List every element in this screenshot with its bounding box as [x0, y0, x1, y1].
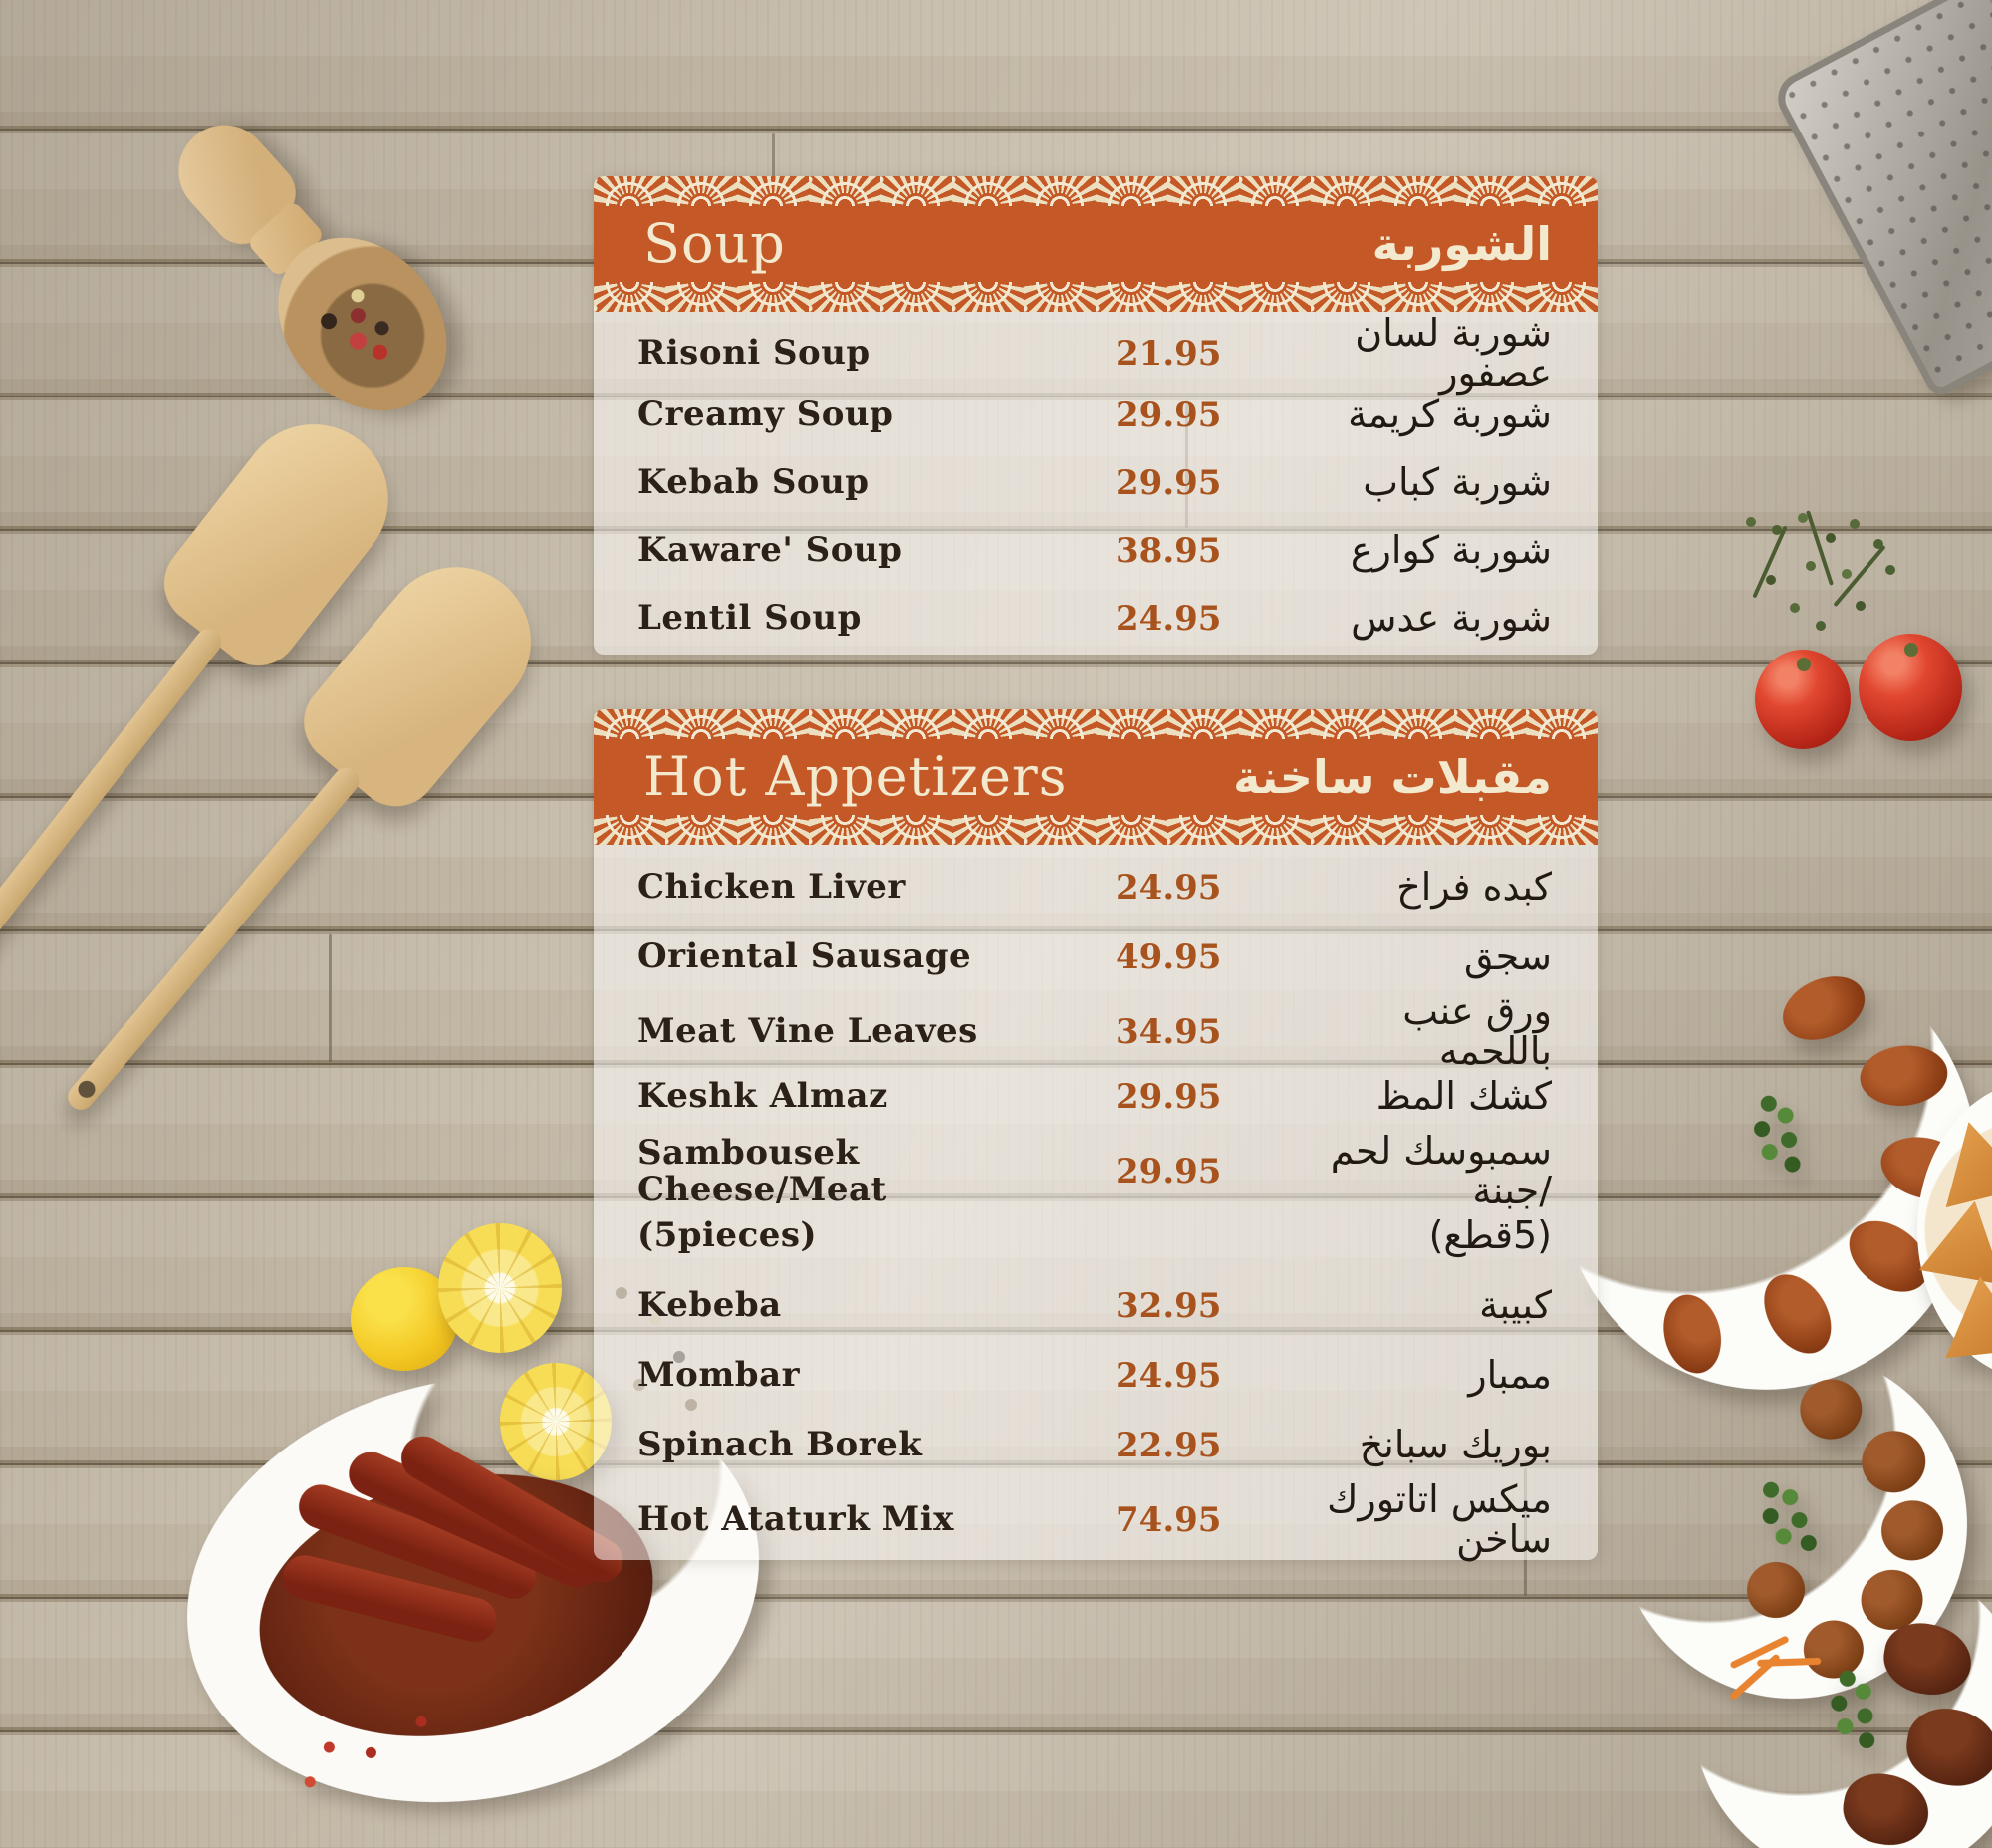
- item-name-ar: سمبوسك لحم /جبنة: [1330, 1129, 1552, 1212]
- menu-item-row: Kaware' Soup 38.95 شوربة كوارع: [594, 517, 1598, 585]
- lace-border-top: [594, 709, 1598, 739]
- hot-appetizers-section-title-en: Hot Appetizers: [643, 745, 1068, 808]
- item-name-ar: شوربة كوارع: [1350, 528, 1552, 573]
- hot-appetizers-items: Chicken Liver 24.95 كبده فراخ Oriental S…: [594, 845, 1598, 1559]
- item-name-en: Keshk Almaz: [637, 1076, 888, 1117]
- item-name-en: Chicken Liver: [637, 867, 906, 908]
- item-name-en: Mombar: [637, 1355, 801, 1396]
- lace-border-bottom: [594, 815, 1598, 845]
- kibbeh-plate-photo: [1536, 925, 1992, 1411]
- grater-icon: [1769, 0, 1992, 399]
- item-name-en: Creamy Soup: [637, 395, 894, 435]
- menu-item-row: Kebeba 32.95 كبيبة: [594, 1271, 1598, 1341]
- item-price: 29.95: [1116, 1151, 1222, 1191]
- item-name-ar: كبده فراخ: [1396, 865, 1552, 910]
- lemon-slice-icon: [438, 1223, 562, 1353]
- item-price: 34.95: [1116, 1011, 1222, 1052]
- item-name-ar: ممبار: [1468, 1353, 1552, 1398]
- item-name-en: Hot Ataturk Mix: [637, 1499, 954, 1540]
- menu-item-row: Hot Ataturk Mix 74.95 ميكس اتاتورك ساخن: [594, 1479, 1598, 1559]
- menu-item-row: Sambousek Cheese/Meat 29.95 سمبوسك لحم /…: [594, 1131, 1598, 1210]
- herb-sprig-icon: [1728, 503, 1917, 653]
- tomato-icon: [1755, 650, 1851, 749]
- tomato-icon: [1859, 634, 1962, 741]
- menu-item-continuation-row: (5pieces) (5قطع): [594, 1201, 1598, 1271]
- wooden-scoop-icon: [124, 74, 484, 445]
- item-price: 29.95: [1116, 396, 1222, 435]
- wood-seam: [329, 934, 332, 1062]
- soup-section-title-ar: الشوربة: [1371, 217, 1552, 271]
- soup-header-band: Soup الشوربة: [594, 176, 1598, 312]
- item-name-en: Risoni Soup: [637, 333, 871, 374]
- item-name-ar: ميكس اتاتورك ساخن: [1327, 1477, 1552, 1561]
- item-price: 74.95: [1116, 1499, 1222, 1540]
- lace-border-top: [594, 176, 1598, 206]
- item-name-ar: ورق عنب باللحمه: [1402, 989, 1552, 1073]
- item-name-ar: كشك المظ: [1375, 1074, 1552, 1119]
- item-price: 29.95: [1116, 463, 1222, 503]
- menu-item-row: Mombar 24.95 ممبار: [594, 1341, 1598, 1411]
- menu-item-row: Oriental Sausage 49.95 سجق: [594, 923, 1598, 992]
- menu-item-row: Meat Vine Leaves 34.95 ورق عنب باللحمه: [594, 991, 1598, 1071]
- item-price: 49.95: [1116, 937, 1222, 977]
- hot-appetizers-section-title-ar: مقبلات ساخنة: [1233, 750, 1552, 804]
- menu-section-soup: Soup الشوربة Risoni Soup 21.95 شوربة لسا…: [594, 176, 1598, 655]
- item-price: 21.95: [1116, 333, 1222, 374]
- item-name-ar: كبيبة: [1479, 1283, 1552, 1328]
- menu-item-row: Lentil Soup 24.95 شوربة عدس: [594, 585, 1598, 653]
- item-name-en: Lentil Soup: [637, 598, 862, 639]
- item-name-en: Meat Vine Leaves: [637, 1011, 978, 1052]
- lace-border-bottom: [594, 282, 1598, 312]
- menu-item-row: Kebab Soup 29.95 شوربة كباب: [594, 449, 1598, 517]
- hot-appetizers-header-band: Hot Appetizers مقبلات ساخنة: [594, 709, 1598, 845]
- item-price: 24.95: [1116, 868, 1222, 908]
- menu-item-row: Risoni Soup 21.95 شوربة لسان عصفور: [594, 313, 1598, 393]
- item-name-en: Kaware' Soup: [637, 530, 903, 571]
- item-name-ar: شوربة عدس: [1351, 596, 1552, 641]
- item-name-ar: شوربة كباب: [1363, 460, 1552, 505]
- item-name-en: Oriental Sausage: [637, 936, 972, 977]
- item-name-ar: (5قطع): [1428, 1213, 1552, 1258]
- item-name-ar: شوربة كريمة: [1348, 393, 1552, 437]
- item-price: 29.95: [1116, 1077, 1222, 1117]
- soup-items: Risoni Soup 21.95 شوربة لسان عصفور Cream…: [594, 312, 1598, 655]
- item-name-en: Kebeba: [637, 1285, 782, 1326]
- item-price: 24.95: [1116, 1356, 1222, 1396]
- item-name-en: (5pieces): [637, 1215, 818, 1256]
- item-price: 38.95: [1116, 531, 1222, 571]
- soup-section-title-en: Soup: [643, 212, 786, 275]
- item-name-ar: شوربة لسان عصفور: [1355, 311, 1552, 395]
- item-name-ar: سجق: [1463, 934, 1552, 979]
- item-name-en: Sambousek Cheese/Meat: [637, 1132, 887, 1209]
- menu-item-row: Spinach Borek 22.95 بوريك سبانخ: [594, 1411, 1598, 1480]
- menu-item-row: Chicken Liver 24.95 كبده فراخ: [594, 853, 1598, 923]
- item-price: 32.95: [1116, 1286, 1222, 1326]
- item-price: 24.95: [1116, 599, 1222, 639]
- menu-section-hot-appetizers: Hot Appetizers مقبلات ساخنة Chicken Live…: [594, 709, 1598, 1560]
- menu-item-row: Keshk Almaz 29.95 كشك المظ: [594, 1062, 1598, 1132]
- item-price: 22.95: [1116, 1426, 1222, 1465]
- item-name-ar: بوريك سبانخ: [1359, 1423, 1552, 1467]
- menu-item-row: Creamy Soup 29.95 شوربة كريمة: [594, 382, 1598, 449]
- item-name-en: Kebab Soup: [637, 462, 870, 503]
- item-name-en: Spinach Borek: [637, 1425, 923, 1465]
